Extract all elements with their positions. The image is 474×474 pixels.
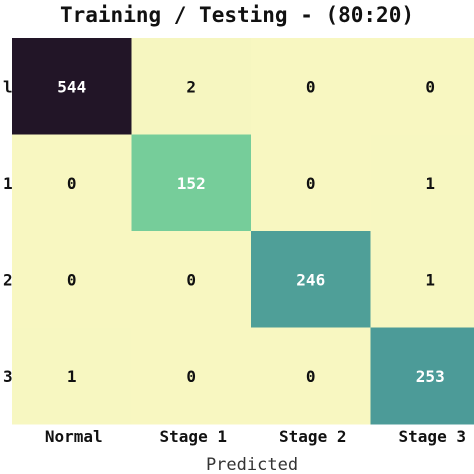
cell-value-r0-c3: 0 — [425, 77, 435, 96]
cell-value-r0-c1: 2 — [186, 77, 196, 96]
heatmap-cell-r2-c0 — [12, 231, 132, 328]
cell-value-r1-c3: 1 — [425, 174, 435, 193]
y-tick-label-1: 1 — [3, 174, 13, 193]
cell-value-r0-c2: 0 — [306, 77, 316, 96]
y-axis-tick-labels: l 1 2 3 — [3, 77, 13, 386]
cell-value-r1-c0: 0 — [67, 174, 77, 193]
y-tick-label-3: 3 — [3, 367, 13, 386]
heatmap-cell-r1-c3 — [370, 134, 474, 232]
y-tick-label-0: l — [3, 77, 13, 96]
cell-value-r2-c2: 246 — [296, 270, 325, 289]
cell-value-r2-c0: 0 — [67, 270, 77, 289]
heatmap-cell-r2-c3 — [370, 231, 474, 328]
heatmap-cell-r1-c2 — [251, 134, 371, 232]
cell-value-r3-c3: 253 — [416, 367, 445, 386]
cell-value-r3-c0: 1 — [67, 367, 77, 386]
heatmap-cell-r3-c2 — [251, 327, 371, 425]
heatmap-cell-r3-c0 — [12, 327, 132, 425]
heatmap-cell-r3-c3 — [370, 327, 474, 425]
cell-value-r3-c2: 0 — [306, 367, 316, 386]
x-axis-label: Predicted — [206, 455, 298, 474]
heatmap-cell-r2-c2 — [251, 231, 371, 328]
heatmap-cell-r1-c1 — [131, 134, 252, 232]
x-tick-label-0: Normal — [45, 427, 103, 446]
cell-value-r3-c1: 0 — [186, 367, 196, 386]
cell-value-r1-c2: 0 — [306, 174, 316, 193]
heatmap-cell-r0-c3 — [370, 38, 474, 135]
x-tick-label-3: Stage 3 — [399, 427, 466, 446]
heatmap-cell-labels: 544 2 0 0 0 152 0 1 0 0 246 1 1 0 0 253 — [57, 77, 444, 386]
heatmap-cell-r0-c0 — [12, 38, 132, 135]
cell-value-r2-c3: 1 — [425, 270, 435, 289]
x-axis-tick-labels: Normal Stage 1 Stage 2 Stage 3 — [45, 427, 466, 446]
y-tick-label-2: 2 — [3, 270, 13, 289]
heatmap-cell-r2-c1 — [131, 231, 252, 328]
cell-value-r0-c0: 544 — [57, 77, 86, 96]
x-tick-label-1: Stage 1 — [160, 427, 227, 446]
heatmap-cell-r3-c1 — [131, 327, 252, 425]
heatmap-cell-r0-c1 — [131, 38, 252, 135]
cell-value-r2-c1: 0 — [186, 270, 196, 289]
x-tick-label-2: Stage 2 — [279, 427, 346, 446]
cell-value-r1-c1: 152 — [177, 174, 206, 193]
heatmap-cell-r1-c0 — [12, 134, 132, 232]
heatmap-cell-r0-c2 — [251, 38, 371, 135]
heatmap-cells — [12, 38, 474, 425]
chart-title: Training / Testing - (80:20) — [60, 3, 414, 27]
